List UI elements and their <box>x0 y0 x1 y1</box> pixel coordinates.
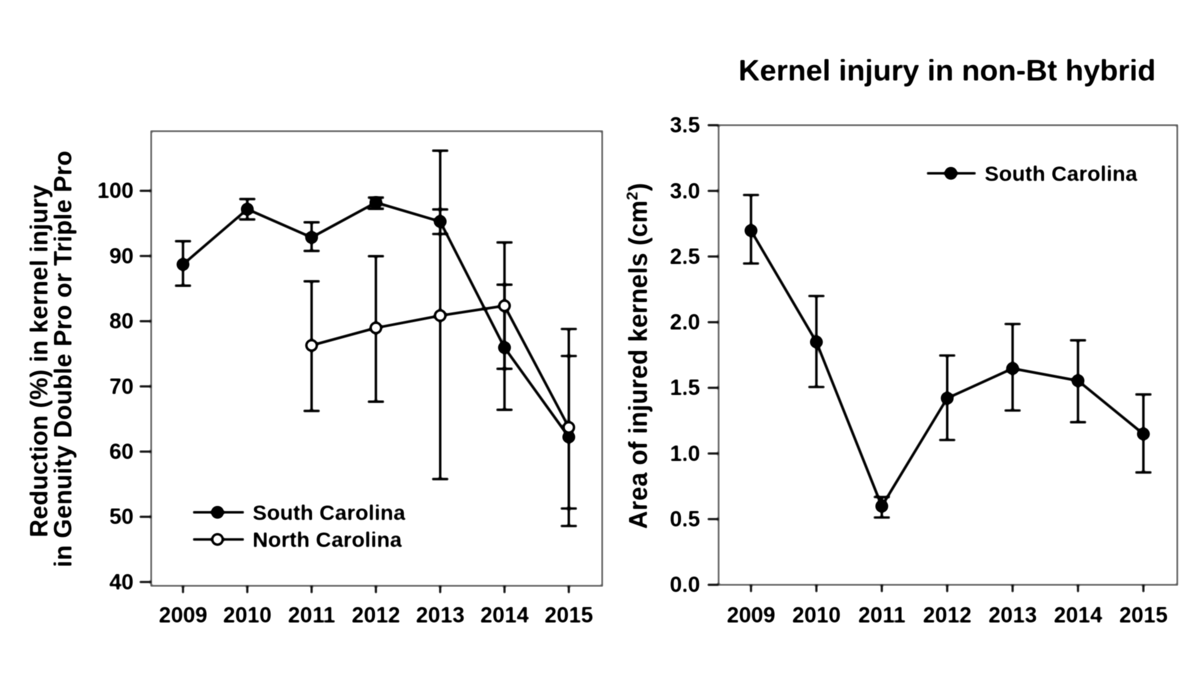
svg-text:70: 70 <box>109 374 133 399</box>
svg-text:2013: 2013 <box>416 603 465 628</box>
svg-text:Area of injured kernels (cm2): Area of injured kernels (cm2) <box>625 183 654 529</box>
svg-text:Reduction (%) in kernel injury: Reduction (%) in kernel injury <box>26 184 54 537</box>
svg-text:North Carolina: North Carolina <box>253 528 403 552</box>
svg-text:1.0: 1.0 <box>670 441 700 466</box>
svg-text:2013: 2013 <box>988 603 1037 628</box>
svg-text:in Genuity Double Pro or Tripl: in Genuity Double Pro or Triple Pro <box>50 151 78 568</box>
svg-text:40: 40 <box>109 569 133 594</box>
svg-text:80: 80 <box>109 309 133 334</box>
svg-text:South Carolina: South Carolina <box>985 162 1139 186</box>
svg-text:South Carolina: South Carolina <box>253 501 407 525</box>
svg-text:2014: 2014 <box>480 603 529 628</box>
svg-text:2012: 2012 <box>923 603 972 628</box>
svg-text:Kernel injury in non-Bt hybrid: Kernel injury in non-Bt hybrid <box>738 55 1155 88</box>
svg-text:60: 60 <box>109 439 133 464</box>
svg-text:1.5: 1.5 <box>670 375 700 400</box>
svg-text:2011: 2011 <box>288 603 335 628</box>
svg-text:0.0: 0.0 <box>670 572 700 597</box>
svg-text:2012: 2012 <box>352 603 401 628</box>
svg-text:100: 100 <box>97 178 133 203</box>
svg-text:3.0: 3.0 <box>670 178 700 203</box>
svg-text:0.5: 0.5 <box>670 507 700 532</box>
svg-text:2010: 2010 <box>792 603 841 628</box>
svg-text:2011: 2011 <box>858 603 905 628</box>
svg-text:2015: 2015 <box>1119 603 1168 628</box>
svg-text:2010: 2010 <box>223 603 272 628</box>
svg-text:2.5: 2.5 <box>670 244 700 269</box>
svg-text:90: 90 <box>109 243 133 268</box>
svg-text:2015: 2015 <box>545 603 594 628</box>
svg-text:2009: 2009 <box>727 603 776 628</box>
svg-text:3.5: 3.5 <box>670 113 700 138</box>
svg-text:50: 50 <box>109 504 133 529</box>
svg-text:2009: 2009 <box>159 603 208 628</box>
svg-text:2014: 2014 <box>1054 603 1103 628</box>
svg-text:2.0: 2.0 <box>670 310 700 335</box>
